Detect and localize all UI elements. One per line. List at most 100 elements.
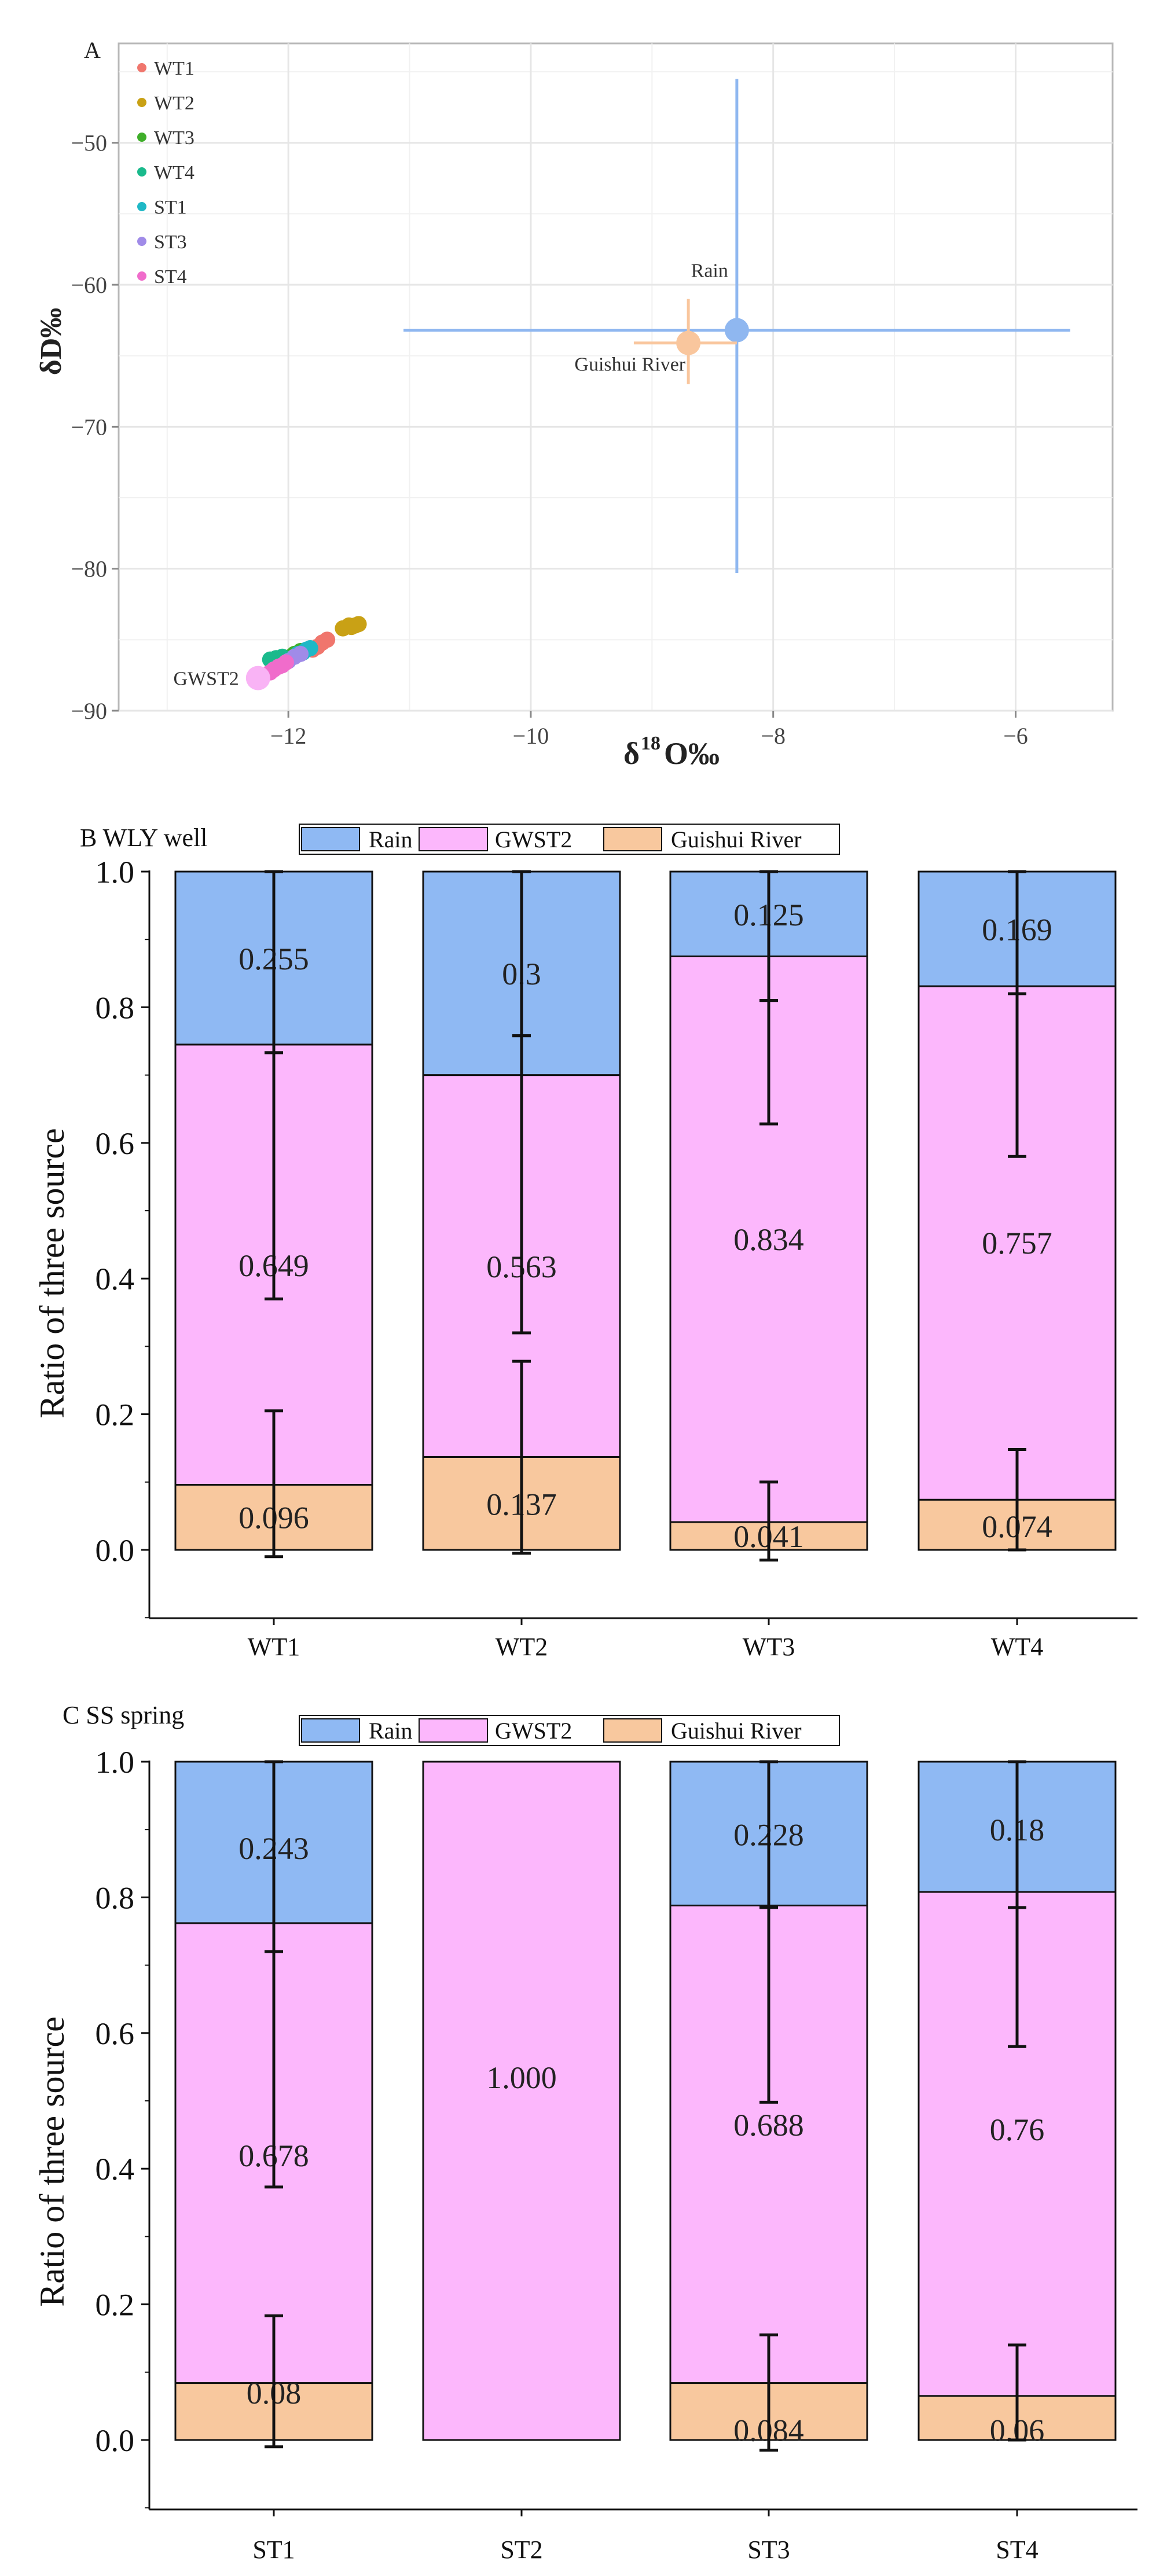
panel-c-bars [174, 1761, 1117, 2441]
x-axis-label-delta: δ [623, 736, 640, 771]
y-tick-label: 0.6 [96, 2016, 135, 2051]
y-tick-label: −70 [71, 414, 107, 440]
panel-c-stacked-bar: 0.00.20.40.60.81.0 0.080.6780.2431.0000.… [33, 1701, 1137, 2564]
legend-label-wt1: WT1 [154, 58, 195, 79]
category-label-wt3: WT3 [743, 1633, 795, 1661]
gwst2-source-point [245, 666, 270, 690]
panel-c-label: C SS spring [63, 1701, 184, 1729]
y-tick-label: 0.4 [96, 2152, 135, 2187]
legend-marker-st1 [137, 202, 146, 211]
legend-label-rain: Rain [369, 1718, 413, 1744]
legend-box [299, 824, 840, 855]
scatter-legend: WT1 WT2 WT3 WT4 ST1 ST3 ST4 [137, 58, 195, 288]
y-tick-label: −80 [71, 556, 107, 582]
legend-swatch-guishui-river [603, 1718, 662, 1743]
x-tick-label: −12 [270, 723, 307, 749]
y-tick-label: 0.0 [96, 2423, 135, 2458]
gwst2-label: GWST2 [173, 668, 238, 690]
legend-label-st4: ST4 [154, 266, 187, 288]
rain-label: Rain [691, 260, 728, 282]
legend-marker-wt2 [137, 98, 146, 107]
data-label-gwst2-wt3: 0.834 [733, 1222, 804, 1257]
data-label-gwst2-st4: 0.76 [990, 2112, 1045, 2147]
scatter-x-ticks: −12 −10 −8 −6 [270, 711, 1028, 749]
data-label-gwst2-st2: 1.000 [486, 2060, 557, 2095]
y-tick-label: 1.0 [96, 1745, 135, 1780]
y-tick-label: 0.8 [96, 1880, 135, 1915]
panel-b-stacked-bar: 0.00.20.40.60.81.0 0.0960.6490.2550.1370… [33, 824, 1137, 1661]
y-tick-label: 1.0 [96, 855, 135, 890]
legend-label-guishui-river: Guishui River [671, 826, 802, 852]
legend-swatch-rain [301, 1718, 360, 1743]
legend-marker-wt1 [137, 63, 146, 72]
x-axis-label-rest: O‰ [664, 736, 720, 771]
panel-c-error-bars [265, 1760, 1026, 2452]
x-axis-label-sup: 18 [641, 733, 660, 754]
panel-b-legend: Rain GWST2 Guishui River [299, 824, 840, 855]
y-tick-label: 0.2 [96, 1398, 135, 1432]
legend-label-st1: ST1 [154, 197, 187, 218]
legend-label-rain: Rain [369, 826, 413, 852]
category-label-st2: ST2 [500, 2535, 542, 2564]
scatter-point-st4 [274, 657, 291, 674]
guishui-river-source-point [676, 330, 701, 355]
guishui-river-label: Guishui River [574, 354, 685, 376]
panel-b-category-labels: WT1 WT2 WT3 WT4 [248, 1618, 1043, 1661]
legend-marker-wt3 [137, 133, 146, 142]
x-tick-label: −6 [1003, 723, 1028, 749]
legend-label-wt4: WT4 [154, 162, 195, 183]
legend-label-wt2: WT2 [154, 93, 195, 114]
y-tick-label: 0.6 [96, 1126, 135, 1161]
legend-label-gwst2: GWST2 [495, 826, 572, 852]
panel-c-legend: Rain GWST2 Guishui River [299, 1715, 840, 1746]
category-label-wt4: WT4 [991, 1633, 1043, 1661]
y-tick-label: 0.2 [96, 2288, 135, 2323]
panel-c-category-labels: ST1 ST2 ST3 ST4 [252, 2509, 1038, 2564]
y-tick-label: −90 [71, 698, 107, 724]
scatter-point-st3 [292, 645, 309, 662]
panel-c-y-axis-label: Ratio of three source [33, 2016, 71, 2306]
y-tick-label: 0.8 [96, 990, 135, 1025]
x-tick-label: −8 [761, 723, 786, 749]
panel-a-label: A [84, 37, 101, 63]
legend-swatch-gwst2 [419, 1718, 488, 1743]
category-label-st3: ST3 [747, 2535, 790, 2564]
scatter-plot-area [118, 42, 1114, 712]
legend-marker-st4 [137, 271, 146, 281]
category-label-st4: ST4 [996, 2535, 1038, 2564]
category-label-wt1: WT1 [248, 1633, 300, 1661]
legend-label-guishui-river: Guishui River [671, 1718, 802, 1744]
panel-b-error-bars [265, 870, 1026, 1562]
y-tick-label: −60 [71, 272, 107, 298]
category-label-wt2: WT2 [496, 1633, 548, 1661]
source-points: Rain Guishui River GWST2 [173, 79, 1070, 690]
data-label-gwst2-wt4: 0.757 [982, 1226, 1052, 1261]
panel-a-scatter: −12 −10 −8 −6 −90 −80 −70 −60 −50 Rain Guishui R… [35, 37, 1114, 771]
legend-swatch-gwst2 [419, 827, 488, 851]
category-label-st1: ST1 [252, 2535, 295, 2564]
y-tick-label: 0.4 [96, 1262, 135, 1296]
y-tick-label: −50 [71, 130, 107, 156]
legend-label-gwst2: GWST2 [495, 1718, 572, 1744]
legend-label-wt3: WT3 [154, 127, 195, 149]
scatter-points [262, 616, 367, 681]
x-tick-label: −10 [513, 723, 549, 749]
legend-marker-st3 [137, 237, 146, 246]
scatter-grid [119, 43, 1113, 712]
legend-marker-wt4 [137, 167, 146, 177]
bar-gwst2-st2 [422, 1761, 621, 2441]
data-label-gwst2-st3: 0.688 [733, 2108, 804, 2143]
panel-b-label: B WLY well [80, 824, 207, 852]
y-tick-label: 0.0 [96, 1533, 135, 1568]
scatter-y-ticks: −90 −80 −70 −60 −50 [71, 130, 119, 724]
legend-swatch-guishui-river [603, 827, 662, 851]
scatter-point-wt2 [347, 617, 364, 634]
legend-swatch-rain [301, 827, 360, 851]
panel-b-ticks: 0.0 0.2 0.4 0.6 0.8 1.0 [96, 855, 1137, 1619]
legend-box [299, 1715, 840, 1746]
y-axis-label: δD‰ [35, 308, 68, 376]
legend-label-st3: ST3 [154, 231, 187, 253]
panel-b-bars [174, 870, 1117, 1551]
panel-b-y-axis-label: Ratio of three source [33, 1128, 71, 1418]
